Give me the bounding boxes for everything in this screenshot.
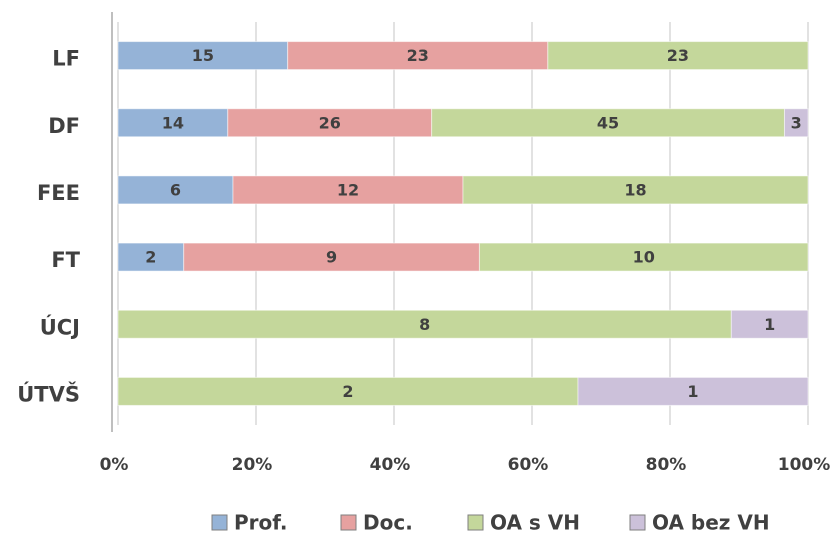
bar-segment <box>478 242 809 272</box>
data-label: 23 <box>667 46 689 65</box>
x-tick-label: 60% <box>508 455 549 475</box>
legend-swatch <box>211 514 228 531</box>
data-label: 8 <box>419 315 430 334</box>
category-label: ÚTVŠ <box>17 381 80 406</box>
bar-segment <box>117 175 234 205</box>
bar-segment <box>117 376 579 406</box>
bar-segment <box>117 41 289 71</box>
legend-label: OA s VH <box>490 511 580 535</box>
x-tick-label: 100% <box>778 455 831 475</box>
data-label: 9 <box>326 248 337 267</box>
data-label: 45 <box>597 113 619 132</box>
bar-segment <box>462 175 809 205</box>
category-label: ÚCJ <box>40 314 80 339</box>
data-label: 10 <box>633 248 655 267</box>
data-label: 6 <box>170 180 181 199</box>
legend-label: Prof. <box>234 511 287 535</box>
bar-segment <box>117 108 229 138</box>
category-label: FEE <box>37 181 80 205</box>
data-label: 14 <box>162 113 184 132</box>
legend-swatch <box>467 514 484 531</box>
data-label: 23 <box>407 46 429 65</box>
category-label: FT <box>51 248 80 272</box>
legend-swatch <box>340 514 357 531</box>
bar-segment <box>577 376 809 406</box>
bar-segment <box>547 41 809 71</box>
bar-segment <box>183 242 480 272</box>
data-label: 3 <box>791 113 802 132</box>
x-tick-label: 80% <box>646 455 687 475</box>
bar-segment <box>783 108 809 138</box>
data-label: 18 <box>624 180 646 199</box>
bar-segment <box>117 309 732 339</box>
category-label: DF <box>48 114 80 138</box>
data-label: 26 <box>319 113 341 132</box>
data-label: 12 <box>337 180 359 199</box>
legend-label: Doc. <box>363 511 413 535</box>
legend-swatch <box>629 514 646 531</box>
x-tick-label: 20% <box>232 455 273 475</box>
bar-segment <box>232 175 464 205</box>
data-label: 1 <box>687 382 698 401</box>
data-label: 2 <box>342 382 353 401</box>
bar-segment <box>730 309 809 339</box>
bar-segment <box>287 41 549 71</box>
data-label: 15 <box>192 46 214 65</box>
data-label: 1 <box>764 315 775 334</box>
bar-segment <box>227 108 433 138</box>
category-label: LF <box>52 47 80 71</box>
bar-segment <box>431 108 785 138</box>
legend-label: OA bez VH <box>652 511 770 535</box>
data-label: 2 <box>145 248 156 267</box>
x-tick-label: 40% <box>370 455 411 475</box>
x-tick-label: 0% <box>100 455 129 475</box>
bar-segment <box>117 242 185 272</box>
